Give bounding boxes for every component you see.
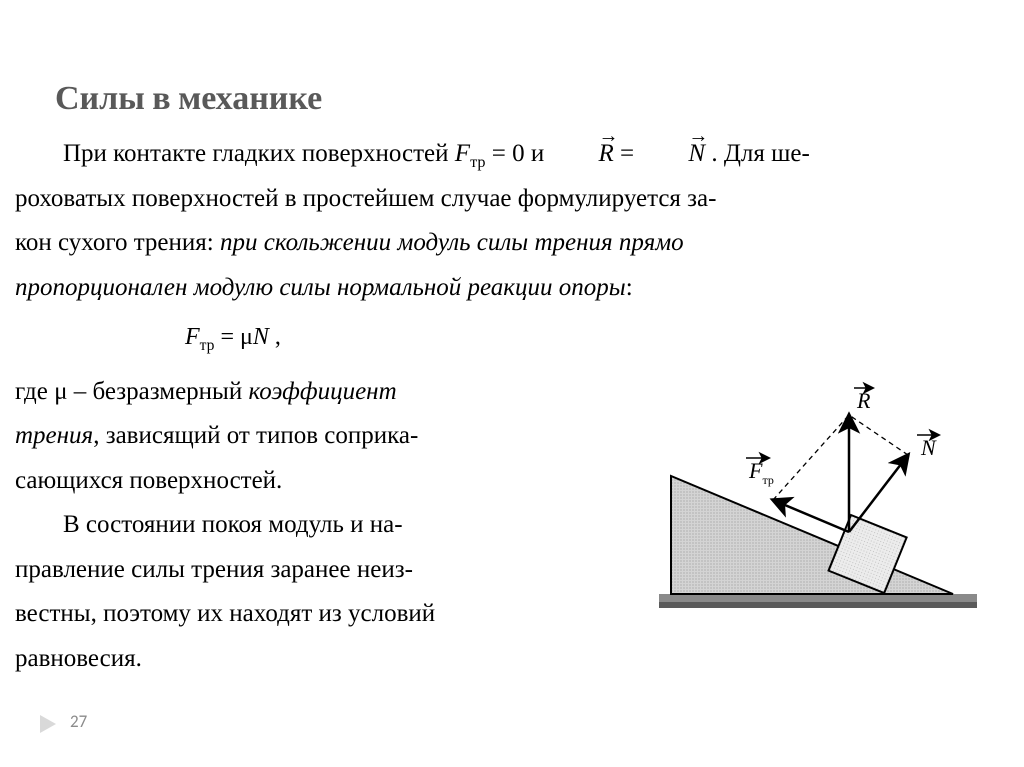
page-arrow-icon xyxy=(40,715,56,733)
intro-line4-ital: пропорционален модулю силы нормальной ре… xyxy=(15,274,626,301)
label-N: N xyxy=(920,435,937,460)
intro-line2: роховатых поверхностей в простейшем случ… xyxy=(15,177,1013,222)
page-number: 27 xyxy=(70,711,87,732)
intro-line4-end: : xyxy=(626,274,633,301)
dash2 xyxy=(849,415,908,455)
inline-eq1: Fтр = 0 xyxy=(455,140,531,167)
eq1-F: F xyxy=(455,140,470,167)
vector-N xyxy=(849,455,908,532)
body-text: При контакте гладких поверхностей Fтр = … xyxy=(15,132,1013,681)
lower-p1-c: трения xyxy=(15,422,93,449)
lower-p1-l2: трения, зависящий от типов соприка- xyxy=(15,414,610,459)
formula-F: F xyxy=(185,324,200,350)
lower-p2-l2: правление силы трения заранее неиз- xyxy=(15,548,610,593)
dash1 xyxy=(773,415,849,500)
intro-paragraph: При контакте гладких поверхностей Fтр = … xyxy=(15,132,1013,177)
lower-p1-a: где μ – безразмерный xyxy=(15,378,248,405)
formula-comma: , xyxy=(269,324,281,350)
lower-p2-l3: вестны, поэтому их находят из условий xyxy=(15,592,610,637)
wedge xyxy=(671,476,953,594)
friction-diagram: R N Fтр xyxy=(653,380,983,625)
lower-p2-l1: В состоянии покоя модуль и на- xyxy=(15,503,610,548)
label-F: Fтр xyxy=(748,458,774,487)
lower-text: где μ – безразмерный коэффициент трения,… xyxy=(15,370,610,682)
lower-p1-b: коэффициент xyxy=(248,378,396,405)
vectors xyxy=(773,415,908,532)
lower-p1-l1: где μ – безразмерный коэффициент xyxy=(15,370,610,415)
slide: Силы в механике При контакте гладких пов… xyxy=(0,0,1024,767)
eq2-R: R xyxy=(551,132,614,177)
figure-wrap: R N Fтр xyxy=(610,370,1013,630)
intro-part1: При контакте гладких поверхностей xyxy=(63,140,455,167)
lower-p1-l3: сающихся поверхностей. xyxy=(15,459,610,504)
intro-line3b: при скольжении модуль силы трения прямо xyxy=(220,229,684,256)
lower-p2-l4: равновесия. xyxy=(15,637,610,682)
label-R: R xyxy=(856,388,871,413)
lower-p1-d: , зависящий от типов соприка- xyxy=(93,422,418,449)
formula-eq: = μ xyxy=(214,324,252,350)
intro-and: и xyxy=(531,140,551,167)
intro-line4: пропорционален модулю силы нормальной ре… xyxy=(15,266,1013,311)
slide-title: Силы в механике xyxy=(55,78,322,118)
formula-N: N xyxy=(253,324,269,350)
lower-row: где μ – безразмерный коэффициент трения,… xyxy=(15,370,1013,682)
inline-eq2: R = N xyxy=(551,140,712,167)
ground-shadow xyxy=(659,602,977,608)
ground-rect xyxy=(659,594,977,602)
intro-line3a: кон сухого трения: xyxy=(15,229,220,256)
eq1-sub: тр xyxy=(470,153,485,171)
eq1-rhs: = 0 xyxy=(486,140,525,167)
intro-line3: кон сухого трения: при скольжении модуль… xyxy=(15,221,1013,266)
formula-sub: тр xyxy=(200,337,215,354)
labels: R N Fтр xyxy=(746,388,939,487)
eq2-N: N xyxy=(640,132,705,177)
intro-part2: . Для ше- xyxy=(711,140,809,167)
main-formula: Fтр = μN , xyxy=(15,316,1013,360)
